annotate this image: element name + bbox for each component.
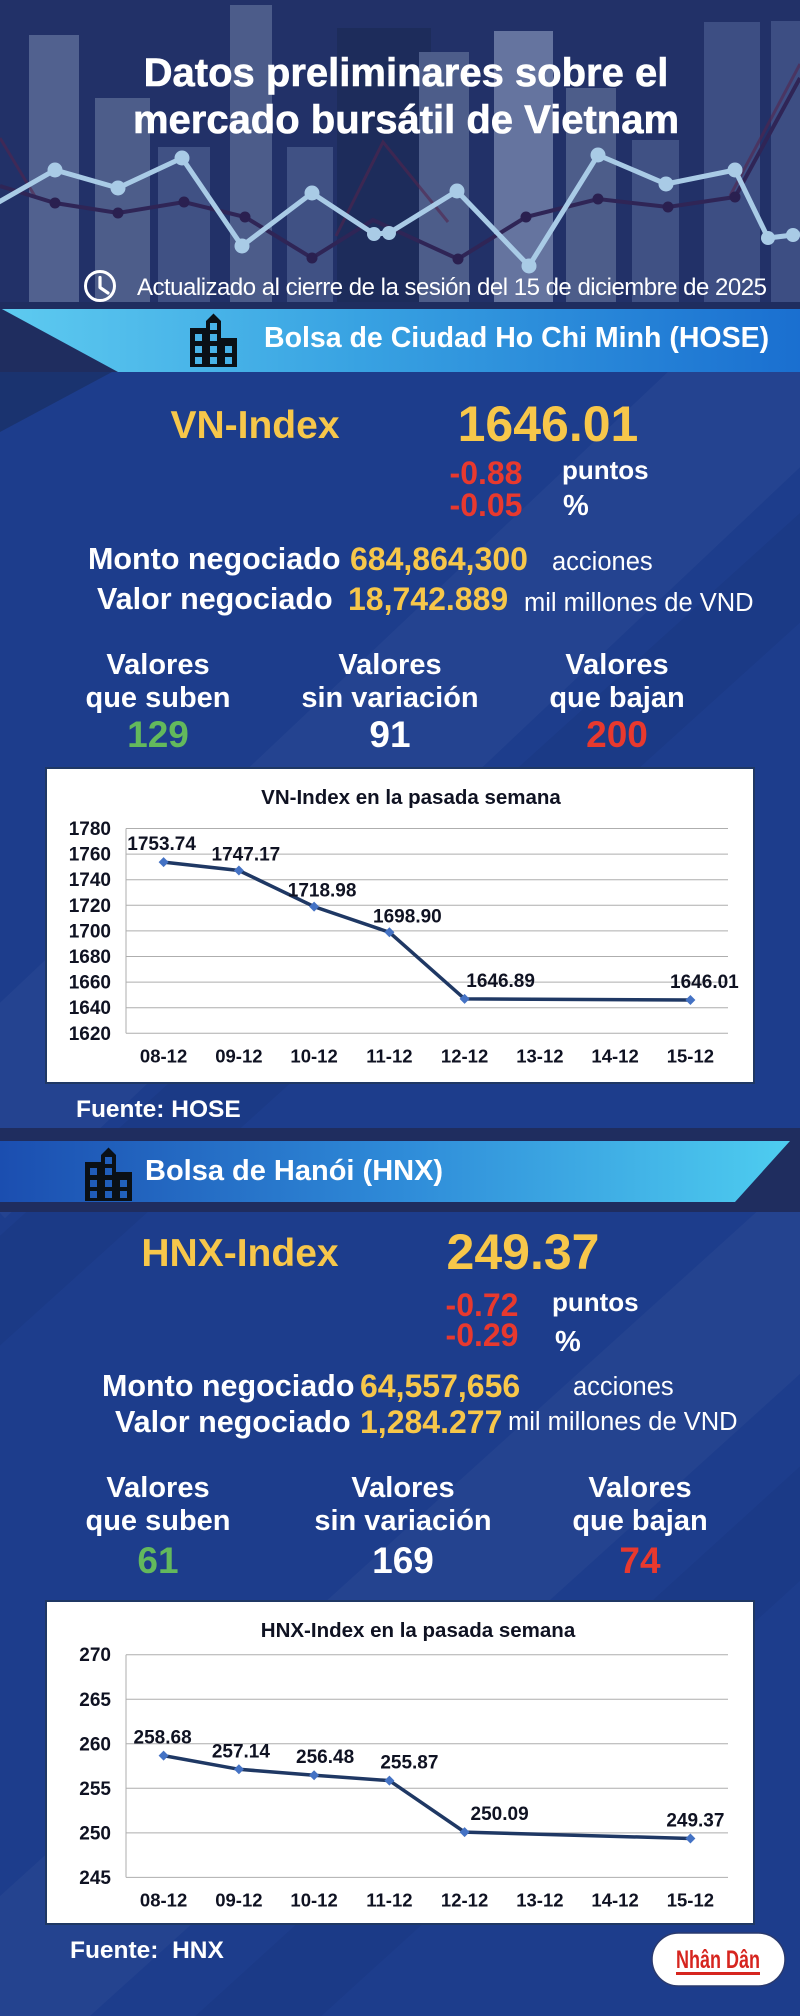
svg-text:245: 245 xyxy=(79,1868,111,1889)
svg-text:1646.89: 1646.89 xyxy=(466,971,535,992)
svg-text:13-12: 13-12 xyxy=(516,1890,563,1911)
svg-text:1700: 1700 xyxy=(69,921,111,942)
svg-text:1660: 1660 xyxy=(69,973,111,994)
svg-text:255.87: 255.87 xyxy=(380,1753,438,1774)
svg-text:10-12: 10-12 xyxy=(290,1890,337,1911)
svg-text:255: 255 xyxy=(79,1779,111,1800)
svg-text:249.37: 249.37 xyxy=(666,1811,724,1832)
svg-text:1740: 1740 xyxy=(69,870,111,891)
svg-text:1760: 1760 xyxy=(69,845,111,866)
svg-text:270: 270 xyxy=(79,1645,111,1666)
svg-text:1646.01: 1646.01 xyxy=(670,972,739,993)
svg-text:1680: 1680 xyxy=(69,947,111,968)
svg-text:14-12: 14-12 xyxy=(591,1890,638,1911)
svg-text:VN-Index en la pasada semana: VN-Index en la pasada semana xyxy=(261,786,561,809)
svg-text:15-12: 15-12 xyxy=(667,1046,714,1067)
svg-text:14-12: 14-12 xyxy=(591,1046,638,1067)
svg-text:1753.74: 1753.74 xyxy=(127,834,196,855)
svg-text:1718.98: 1718.98 xyxy=(288,881,357,902)
svg-text:250.09: 250.09 xyxy=(471,1804,529,1825)
svg-text:10-12: 10-12 xyxy=(290,1046,337,1067)
svg-text:1780: 1780 xyxy=(69,819,111,840)
svg-text:11-12: 11-12 xyxy=(366,1046,412,1067)
svg-text:08-12: 08-12 xyxy=(140,1046,187,1067)
svg-text:HNX-Index en la pasada semana: HNX-Index en la pasada semana xyxy=(261,1619,576,1642)
svg-text:09-12: 09-12 xyxy=(215,1046,262,1067)
svg-text:1720: 1720 xyxy=(69,896,111,917)
svg-text:08-12: 08-12 xyxy=(140,1890,187,1911)
svg-text:13-12: 13-12 xyxy=(516,1046,563,1067)
svg-text:1747.17: 1747.17 xyxy=(212,845,281,866)
svg-text:257.14: 257.14 xyxy=(212,1741,271,1762)
svg-text:12-12: 12-12 xyxy=(441,1890,488,1911)
svg-text:258.68: 258.68 xyxy=(134,1728,192,1749)
svg-text:Nhân Dân: Nhân Dân xyxy=(676,1946,760,1974)
svg-text:09-12: 09-12 xyxy=(215,1890,262,1911)
svg-text:260: 260 xyxy=(79,1734,111,1755)
svg-text:1640: 1640 xyxy=(69,998,111,1019)
svg-text:256.48: 256.48 xyxy=(296,1747,354,1768)
svg-text:265: 265 xyxy=(79,1690,111,1711)
svg-text:250: 250 xyxy=(79,1823,111,1844)
svg-text:12-12: 12-12 xyxy=(441,1046,488,1067)
svg-text:11-12: 11-12 xyxy=(366,1890,412,1911)
svg-text:1620: 1620 xyxy=(69,1024,111,1045)
svg-text:15-12: 15-12 xyxy=(667,1890,714,1911)
svg-text:1698.90: 1698.90 xyxy=(373,906,442,927)
